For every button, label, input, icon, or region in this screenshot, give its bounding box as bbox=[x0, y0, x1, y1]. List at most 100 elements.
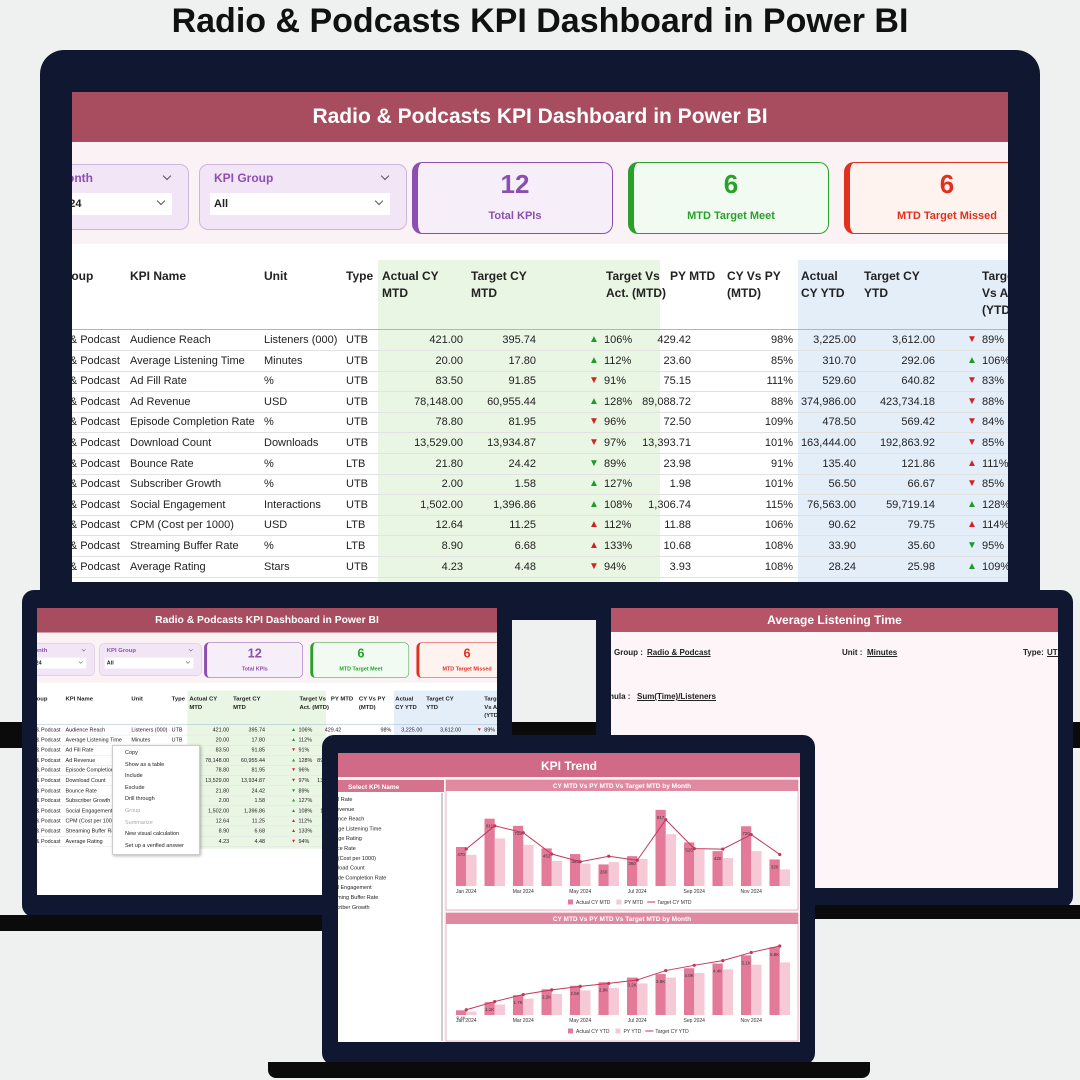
bar bbox=[665, 977, 677, 1015]
slicer-item[interactable]: Subscriber Growth bbox=[338, 905, 370, 911]
bar bbox=[722, 969, 734, 1015]
context-menu-item[interactable]: Show as a table bbox=[125, 761, 165, 768]
slicer-item[interactable]: Ad Fill Rate bbox=[338, 797, 352, 803]
chevron bbox=[188, 647, 193, 652]
column-header: PY MTD bbox=[330, 694, 354, 702]
table-cell: 128% bbox=[604, 395, 633, 408]
filter-label: Month bbox=[37, 646, 48, 654]
x-tick-label: Sep 2024 bbox=[684, 889, 706, 895]
status-arrow: ▲ bbox=[291, 726, 296, 733]
data-label: 320 bbox=[771, 864, 779, 869]
slicer-item[interactable]: Bounce Rate bbox=[338, 846, 356, 852]
table-cell: 127% bbox=[298, 797, 313, 804]
x-tick-label: Jul 2024 bbox=[628, 889, 647, 895]
context-menu-item[interactable]: Copy bbox=[125, 750, 138, 756]
status-arrow: ▲ bbox=[589, 498, 599, 510]
slicer-item[interactable]: Streaming Buffer Rate bbox=[338, 895, 378, 901]
slicer-item[interactable]: Average Listening Time bbox=[338, 826, 381, 832]
row-rule bbox=[72, 411, 1008, 413]
table-cell: 12.64 bbox=[435, 519, 463, 532]
kpi-card-value: 6 bbox=[357, 645, 365, 661]
column-header: KPI Group bbox=[37, 694, 48, 702]
chevron bbox=[374, 196, 384, 206]
column-header: Target Vs Act. (MTD) bbox=[299, 694, 329, 711]
filter-dropdown[interactable]: 2024 bbox=[37, 657, 87, 669]
status-arrow: ▼ bbox=[589, 437, 599, 448]
context-menu-item[interactable]: Group bbox=[125, 808, 141, 814]
table-cell: 4.23 bbox=[441, 560, 463, 573]
table-cell: 135.40 bbox=[822, 457, 856, 470]
table-cell: Radio & Podcast bbox=[37, 787, 61, 794]
kpi-card: 6 MTD Target Meet bbox=[310, 642, 410, 678]
chart-title-bar bbox=[446, 913, 798, 924]
bar bbox=[626, 977, 638, 1015]
table-cell: Radio & Podcast bbox=[37, 828, 61, 835]
context-menu-item[interactable]: Include bbox=[125, 773, 143, 780]
kpi-card-value: 6 bbox=[723, 169, 739, 199]
table-cell: 3,612.00 bbox=[892, 334, 935, 346]
status-arrow: ▲ bbox=[291, 797, 296, 804]
slicer-item[interactable]: Download Count bbox=[338, 866, 365, 872]
chevron bbox=[380, 171, 390, 181]
slicer-item[interactable]: Social Engagement bbox=[338, 885, 372, 891]
front-laptop-base bbox=[268, 1062, 870, 1078]
slicer-item[interactable]: CPM (Cost per 1000) bbox=[338, 856, 376, 862]
row-rule bbox=[72, 556, 1008, 557]
bar bbox=[580, 990, 591, 1015]
filter-dropdown[interactable]: All bbox=[210, 193, 390, 215]
column-header: KPI Name bbox=[130, 269, 187, 283]
status-arrow: ▼ bbox=[967, 395, 977, 407]
slicer-item[interactable]: Ad Revenue bbox=[338, 807, 354, 813]
table-cell: 3,612.00 bbox=[440, 726, 462, 733]
status-arrow: ▲ bbox=[589, 519, 599, 531]
table-cell: Ad Fill Rate bbox=[130, 375, 187, 388]
table-cell: 28.24 bbox=[828, 560, 856, 573]
x-tick-label: Sep 2024 bbox=[684, 1018, 706, 1024]
table-cell: 81.95 bbox=[508, 416, 536, 429]
table-cell: Radio & Podcast bbox=[72, 498, 120, 511]
detail-label: Unit : bbox=[842, 648, 863, 657]
table-cell: 4.23 bbox=[218, 838, 230, 845]
slicer-item[interactable]: Episode Completion Rate bbox=[338, 875, 386, 881]
slicer-item[interactable]: Average Rating bbox=[338, 836, 362, 842]
filter-dropdown[interactable]: 2024 bbox=[72, 193, 172, 215]
table-cell: 78,148.00 bbox=[414, 395, 463, 408]
table-cell: 101% bbox=[764, 437, 793, 449]
status-arrow: ▲ bbox=[291, 828, 296, 834]
slicer-item[interactable]: Audience Reach bbox=[338, 817, 364, 823]
chevron bbox=[162, 171, 172, 181]
table-cell: 11.88 bbox=[664, 519, 691, 532]
bar bbox=[751, 964, 762, 1015]
bar bbox=[484, 818, 495, 886]
data-label: 453 bbox=[543, 853, 551, 858]
trend-canvas: KPI Trend Select KPI Name Ad Fill Rate Ad R… bbox=[338, 753, 800, 1042]
chevron bbox=[156, 196, 166, 206]
table-cell: 2.00 bbox=[441, 478, 463, 491]
status-arrow: ▲ bbox=[291, 757, 296, 763]
table-cell: Downloads bbox=[264, 437, 319, 449]
bar bbox=[769, 859, 780, 886]
column-header: Target Vs Act. (YTD) bbox=[484, 694, 497, 719]
table-cell: Radio & Podcast bbox=[72, 457, 120, 470]
context-menu-item[interactable]: Summarize bbox=[125, 819, 153, 826]
line bbox=[466, 945, 780, 1011]
table-cell: 1.58 bbox=[514, 478, 536, 491]
context-menu-item[interactable]: New visual calculation bbox=[125, 831, 180, 838]
header-title: Radio & Podcasts KPI Dashboard in Power … bbox=[312, 105, 768, 128]
table-cell: 478.50 bbox=[822, 416, 856, 429]
table-cell: UTB bbox=[346, 334, 368, 346]
data-label: 3.5K bbox=[656, 979, 665, 984]
legend-label: Actual CY MTD bbox=[576, 900, 611, 906]
status-arrow: ▼ bbox=[291, 747, 296, 753]
table-cell: Average Listening Time bbox=[130, 354, 245, 367]
status-arrow: ▲ bbox=[589, 478, 599, 490]
context-menu-item[interactable]: Set up a verified answer bbox=[125, 842, 185, 849]
table-cell: 8.90 bbox=[218, 828, 230, 835]
filter-dropdown[interactable]: All bbox=[104, 657, 194, 669]
context-menu-item[interactable]: Drill through bbox=[125, 796, 155, 803]
detail-value: Sum(Time)/Listeners bbox=[637, 692, 716, 701]
context-menu-item[interactable]: Exclude bbox=[125, 784, 145, 791]
table-cell: CPM (Cost per 1000) bbox=[65, 818, 117, 824]
table-cell: Radio & Podcast bbox=[37, 726, 61, 733]
